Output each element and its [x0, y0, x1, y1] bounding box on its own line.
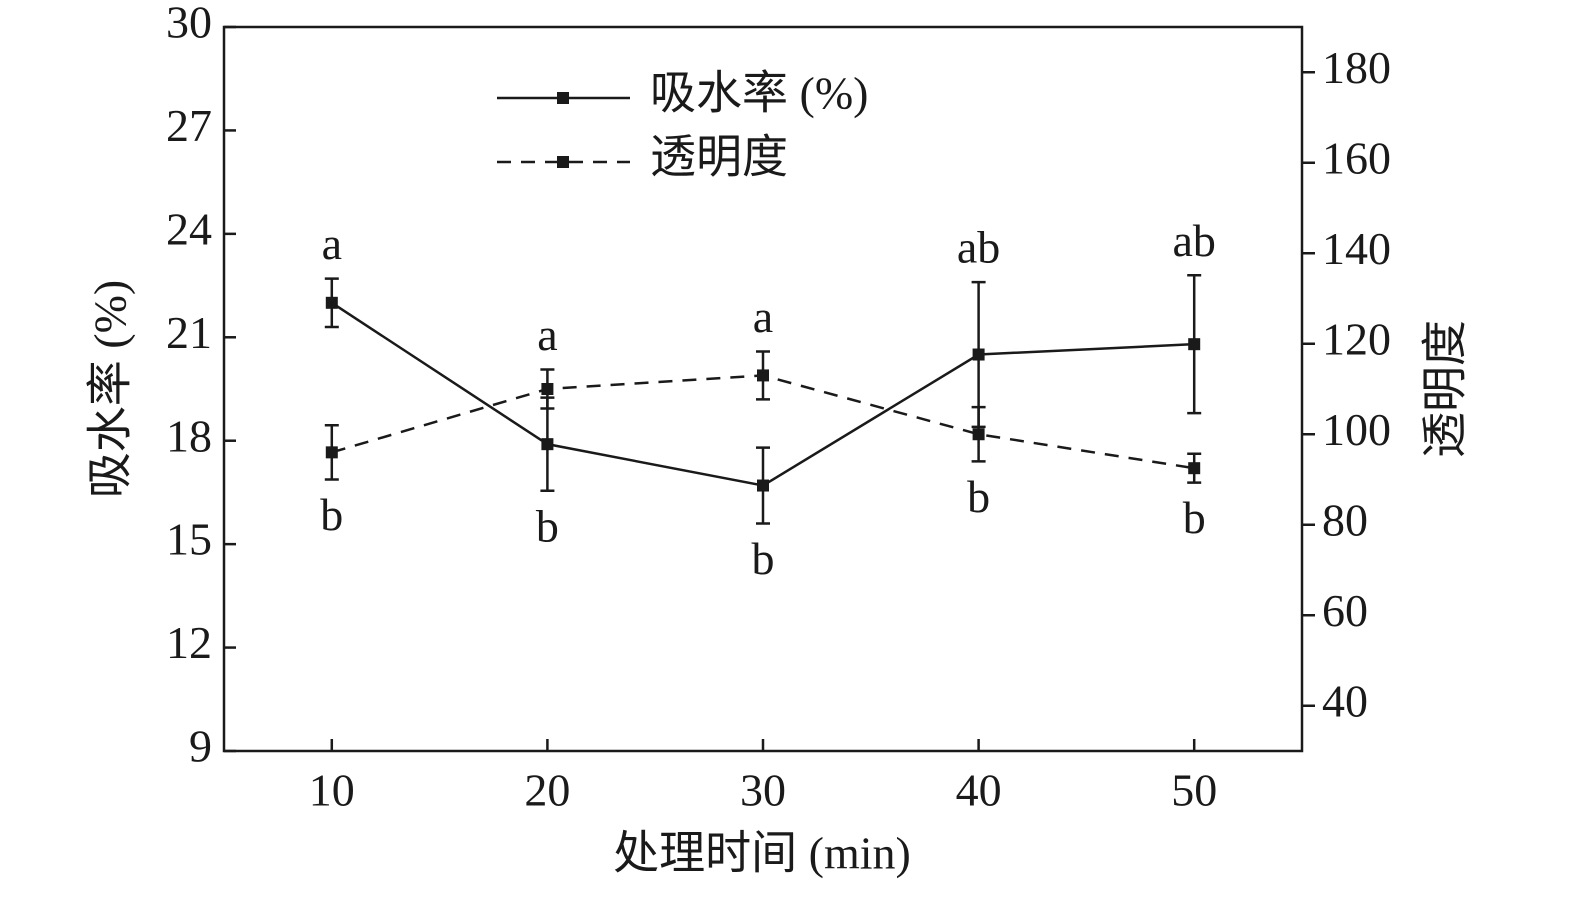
- marker: [325, 446, 338, 459]
- marker: [972, 428, 985, 441]
- marker: [757, 479, 769, 492]
- y2-tick-label: 120: [1322, 313, 1391, 364]
- annotation-lower: b: [536, 500, 559, 551]
- y-tick-label: 15: [166, 514, 212, 565]
- legend-label: 透明度: [650, 132, 788, 183]
- marker: [1188, 338, 1201, 351]
- marker: [541, 383, 554, 395]
- annotation-lower: b: [752, 533, 775, 584]
- y2-tick-label: 100: [1322, 404, 1391, 455]
- annotation-upper: ab: [957, 222, 1000, 273]
- y2-tick-label: 160: [1322, 132, 1391, 183]
- marker: [541, 438, 554, 451]
- y-tick-label: 24: [166, 203, 212, 254]
- y-tick-label: 18: [166, 410, 212, 461]
- marker: [1188, 462, 1201, 475]
- y2-axis-title: 透明度: [1420, 320, 1471, 458]
- annotation-lower: b: [1183, 492, 1206, 543]
- legend-marker: [557, 92, 569, 104]
- x-tick-label: 20: [524, 765, 570, 816]
- legend-label: 吸水率 (%): [650, 68, 868, 119]
- y-tick-label: 27: [166, 100, 212, 151]
- y-tick-label: 21: [166, 307, 212, 358]
- annotation-upper: a: [537, 309, 557, 360]
- y-axis-title: 吸水率 (%): [85, 280, 136, 498]
- y2-tick-label: 180: [1322, 42, 1391, 93]
- x-tick-label: 50: [1171, 765, 1217, 816]
- y-tick-label: 9: [189, 721, 212, 772]
- marker: [972, 348, 985, 361]
- legend-marker: [557, 156, 569, 168]
- marker: [325, 296, 338, 309]
- y-tick-label: 30: [166, 0, 212, 48]
- annotation-upper: a: [753, 291, 773, 342]
- y2-tick-label: 80: [1322, 494, 1368, 545]
- x-axis-title: 处理时间 (min): [613, 828, 911, 879]
- annotation-upper: ab: [1172, 215, 1215, 266]
- y2-tick-label: 60: [1322, 585, 1368, 636]
- marker: [757, 369, 769, 382]
- annotation-lower: b: [967, 471, 990, 522]
- y2-tick-label: 140: [1322, 223, 1391, 274]
- y2-tick-label: 40: [1322, 675, 1368, 726]
- x-tick-label: 40: [956, 765, 1002, 816]
- y-tick-label: 12: [166, 617, 212, 668]
- annotation-upper: a: [322, 218, 342, 269]
- annotation-lower: b: [320, 489, 343, 540]
- x-tick-label: 10: [309, 765, 355, 816]
- x-tick-label: 30: [740, 765, 786, 816]
